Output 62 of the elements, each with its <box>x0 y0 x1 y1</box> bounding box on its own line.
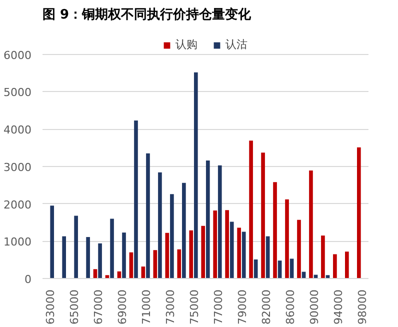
y-tick-label: 0 <box>24 273 32 286</box>
x-tick-label: 63000 <box>44 289 58 324</box>
x-tick-label: 90000 <box>308 289 321 324</box>
bar <box>242 232 246 278</box>
x-tick-label: 71000 <box>140 289 154 324</box>
x-tick-label: 69000 <box>116 289 130 324</box>
legend-label: 认沽 <box>226 37 248 52</box>
x-tick-label: 75000 <box>188 289 202 324</box>
x-tick-label: 67000 <box>92 289 106 324</box>
bar <box>182 182 186 278</box>
y-tick-label: 1000 <box>4 236 32 249</box>
bar <box>345 252 349 278</box>
bar <box>74 216 78 278</box>
bar <box>225 210 229 278</box>
bar <box>98 243 102 278</box>
y-tick-label: 4000 <box>4 124 32 137</box>
bar <box>110 218 114 278</box>
bar <box>62 236 66 278</box>
bar <box>285 199 289 278</box>
legend-label: 认购 <box>176 37 198 52</box>
bar <box>249 140 253 278</box>
bar <box>273 182 277 278</box>
y-tick-label: 2000 <box>4 198 32 212</box>
x-tick-label: 94000 <box>332 289 345 324</box>
bar <box>333 254 337 278</box>
bar <box>218 165 222 278</box>
bar <box>158 172 162 278</box>
bar <box>122 232 126 278</box>
bar <box>237 228 241 278</box>
bar <box>261 152 265 278</box>
x-tick-label: 98000 <box>356 289 369 324</box>
bar <box>153 250 158 278</box>
x-tick-label: 82000 <box>260 289 273 324</box>
x-tick-label: 73000 <box>164 289 178 324</box>
bar <box>321 236 325 278</box>
bar <box>165 232 170 278</box>
bar <box>177 249 182 278</box>
x-tick-label: 77000 <box>212 289 225 324</box>
bar <box>297 220 301 278</box>
bar <box>213 210 218 278</box>
bar <box>146 153 150 278</box>
bar <box>50 206 54 278</box>
bar <box>134 120 138 278</box>
chart-title: 图 9：铜期权不同执行价持仓量变化 <box>42 6 252 22</box>
bar <box>206 160 210 278</box>
y-tick-label: 5000 <box>4 86 32 100</box>
bar <box>309 170 313 278</box>
y-tick-label: 6000 <box>4 48 32 62</box>
x-tick-label: 79000 <box>236 289 249 324</box>
bar <box>201 226 206 278</box>
bar <box>356 147 361 278</box>
bar <box>230 222 234 278</box>
bar <box>290 258 294 278</box>
bar <box>266 236 270 278</box>
y-tick-label: 3000 <box>4 160 32 174</box>
bar <box>194 72 198 278</box>
bar <box>86 237 90 278</box>
bar <box>170 194 174 278</box>
bar <box>189 230 194 278</box>
bar <box>254 259 258 278</box>
x-tick-label: 65000 <box>68 289 82 324</box>
x-tick-label: 86000 <box>284 289 297 324</box>
